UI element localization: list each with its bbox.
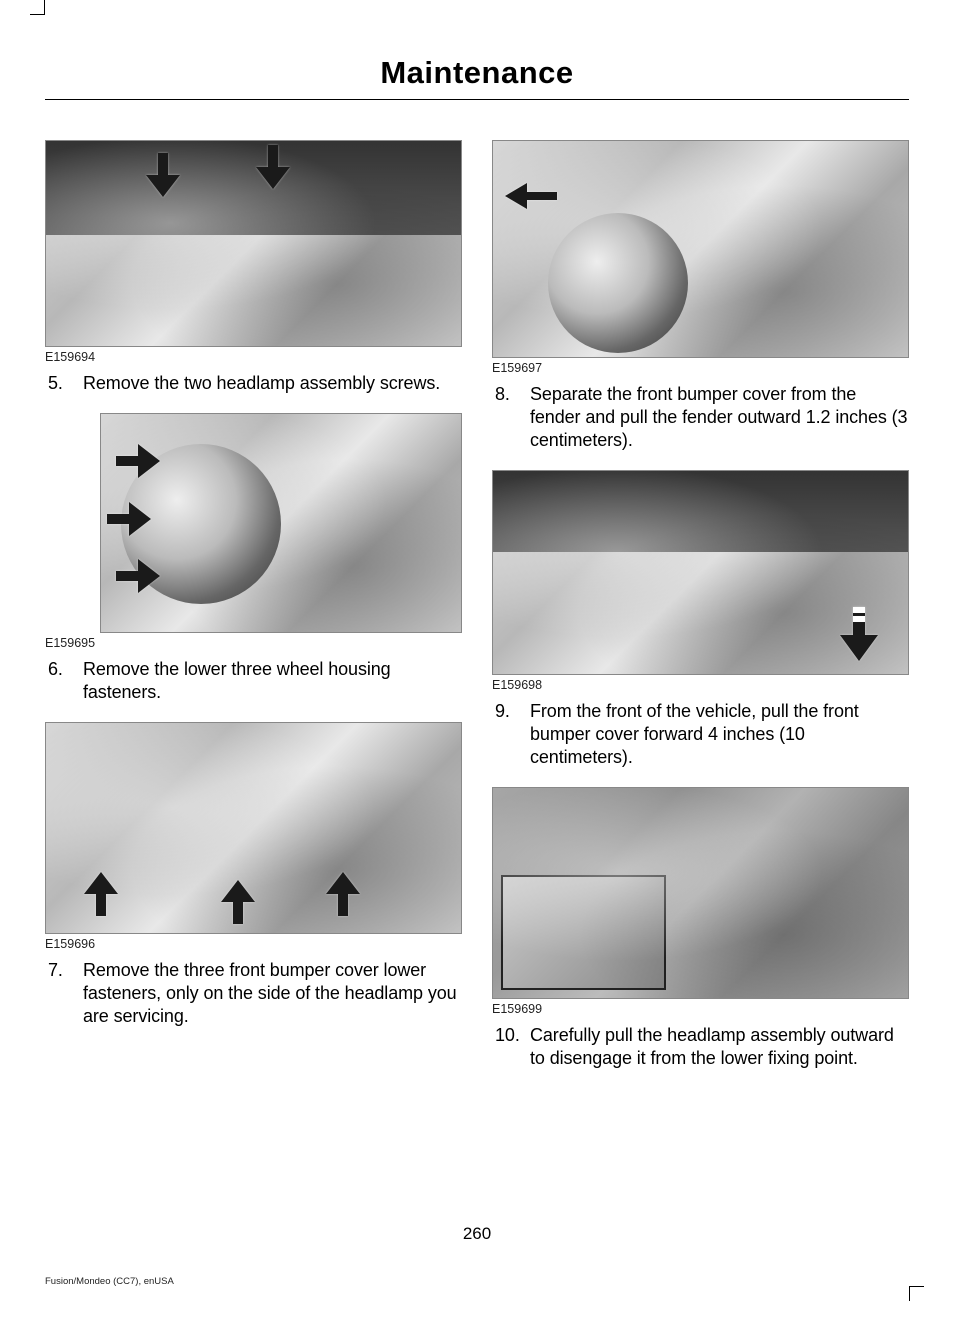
- down-arrow-icon: [840, 607, 878, 666]
- figure-label: E159699: [492, 1002, 909, 1016]
- down-arrow-icon: [146, 153, 180, 202]
- figure-label: E159694: [45, 350, 462, 364]
- step-number: 10.: [492, 1024, 530, 1070]
- page-title: Maintenance: [45, 55, 909, 91]
- left-arrow-icon: [505, 183, 557, 214]
- step-text: From the front of the vehicle, pull the …: [530, 700, 909, 769]
- figure-fender-separate: [492, 140, 909, 358]
- up-arrow-icon: [326, 872, 360, 921]
- step-text: Remove the lower three wheel housing fas…: [83, 658, 462, 704]
- down-arrow-icon: [256, 145, 290, 194]
- step-text: Remove the three front bumper cover lowe…: [83, 959, 462, 1028]
- step-number: 5.: [45, 372, 83, 395]
- step-item: 10. Carefully pull the headlamp assembly…: [492, 1024, 909, 1070]
- step-item: 7. Remove the three front bumper cover l…: [45, 959, 462, 1028]
- step-number: 9.: [492, 700, 530, 769]
- figure-label: E159697: [492, 361, 909, 375]
- page-header: Maintenance: [45, 55, 909, 100]
- crop-mark-top-left: [30, 0, 45, 15]
- figure-label: E159696: [45, 937, 462, 951]
- step-text: Separate the front bumper cover from the…: [530, 383, 909, 452]
- right-arrow-icon: [107, 502, 151, 541]
- two-column-layout: E159694 5. Remove the two headlamp assem…: [45, 140, 909, 1088]
- step-item: 8. Separate the front bumper cover from …: [492, 383, 909, 452]
- figure-label: E159695: [45, 636, 462, 650]
- step-item: 6. Remove the lower three wheel housing …: [45, 658, 462, 704]
- crop-mark-bottom-right: [909, 1286, 924, 1301]
- figure-headlamp-screws: [45, 140, 462, 347]
- figure-wheel-housing: [100, 413, 462, 633]
- page-number: 260: [0, 1224, 954, 1244]
- step-item: 5. Remove the two headlamp assembly scre…: [45, 372, 462, 395]
- figure-bumper-lower-fasteners: [45, 722, 462, 934]
- right-column: E159697 8. Separate the front bumper cov…: [492, 140, 909, 1088]
- step-item: 9. From the front of the vehicle, pull t…: [492, 700, 909, 769]
- up-arrow-icon: [84, 872, 118, 921]
- right-arrow-icon: [116, 559, 160, 598]
- footer-text: Fusion/Mondeo (CC7), enUSA: [45, 1276, 174, 1287]
- step-text: Remove the two headlamp assembly screws.: [83, 372, 462, 395]
- step-text: Carefully pull the headlamp assembly out…: [530, 1024, 909, 1070]
- step-number: 6.: [45, 658, 83, 704]
- up-arrow-icon: [221, 880, 255, 929]
- step-number: 8.: [492, 383, 530, 452]
- right-arrow-icon: [116, 444, 160, 483]
- figure-bumper-forward: [492, 470, 909, 675]
- figure-label: E159698: [492, 678, 909, 692]
- page-content: Maintenance E159694 5. Remove the two he…: [0, 0, 954, 1118]
- figure-headlamp-pull: [492, 787, 909, 999]
- left-column: E159694 5. Remove the two headlamp assem…: [45, 140, 462, 1088]
- step-number: 7.: [45, 959, 83, 1028]
